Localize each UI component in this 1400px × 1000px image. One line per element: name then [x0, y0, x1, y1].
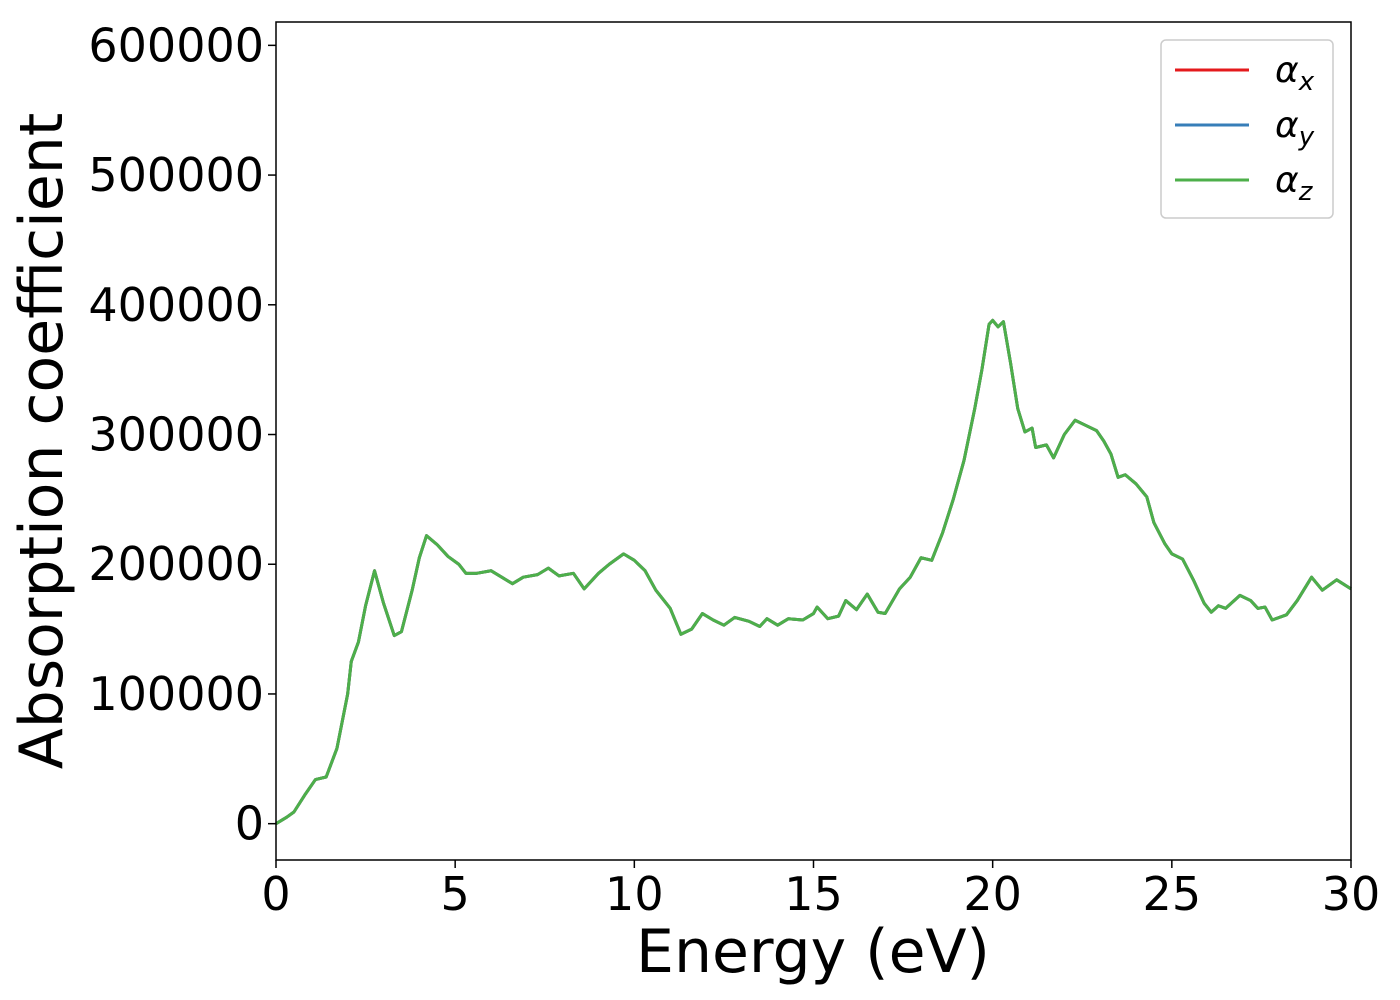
y-axis-label: Absorption coefficient — [7, 113, 77, 770]
y-tick-label: 100000 — [88, 667, 264, 721]
x-tick-label: 25 — [1143, 867, 1202, 921]
x-tick-label: 30 — [1322, 867, 1381, 921]
y-tick-label: 0 — [235, 797, 264, 851]
y-tick-label: 200000 — [88, 537, 264, 591]
x-tick-label: 15 — [784, 867, 843, 921]
legend-label: αy — [1275, 105, 1315, 152]
plot-frame — [275, 21, 1352, 861]
x-tick-label: 5 — [441, 867, 470, 921]
x-tick-label: 0 — [261, 867, 290, 921]
y-tick-label: 600000 — [88, 18, 264, 72]
line — [275, 318, 1352, 825]
y-tick-label: 500000 — [88, 148, 264, 202]
legend-frame — [1160, 39, 1334, 219]
x-tick-label: 10 — [605, 867, 664, 921]
legend-label: αz — [1275, 160, 1314, 207]
legend-label: αx — [1275, 50, 1315, 97]
x-tick-label: 20 — [963, 867, 1022, 921]
y-tick-label: 300000 — [88, 408, 264, 462]
legend: αx αy αz — [1160, 39, 1334, 219]
x-axis-label: Energy (eV) — [636, 917, 990, 987]
y-tick-label: 400000 — [88, 278, 264, 332]
